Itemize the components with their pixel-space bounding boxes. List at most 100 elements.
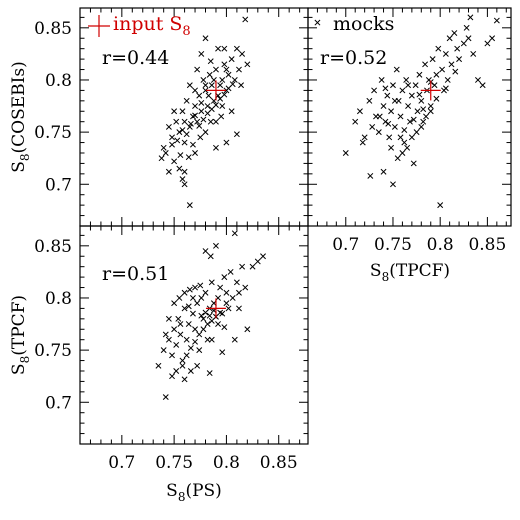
panel-ps-vs-tpcf: 0.7 0.75 0.8 0.85 0.7 0.75 0.8 0.85 r=0.51 S8(… [9, 225, 309, 504]
data-point [484, 40, 491, 47]
data-point [177, 152, 184, 159]
data-point [162, 331, 169, 338]
legend-mocks-label: mocks [333, 13, 394, 35]
x-tick-label: 0.75 [155, 453, 193, 473]
data-point [433, 71, 440, 78]
data-point [380, 168, 387, 175]
data-point [186, 202, 193, 209]
data-point [217, 309, 224, 316]
data-point [162, 394, 169, 401]
data-point [418, 123, 425, 130]
data-point [470, 50, 477, 57]
input-s8-marker [205, 298, 226, 319]
data-points [314, 14, 500, 209]
data-point [236, 289, 242, 296]
data-point [173, 118, 180, 125]
data-point [198, 312, 205, 319]
data-point [169, 352, 175, 359]
data-point [416, 71, 423, 78]
data-point [394, 155, 401, 162]
data-point [213, 102, 219, 108]
y-axis-label: S8(TPCF) [9, 295, 32, 375]
x-axis-label: S8(PS) [166, 481, 222, 504]
data-point [397, 113, 404, 120]
data-point [405, 103, 412, 110]
data-point [181, 118, 188, 125]
data-point [223, 139, 230, 146]
y-tick-label: 0.7 [45, 393, 72, 413]
data-point [202, 309, 209, 316]
data-point [213, 144, 219, 151]
data-point [221, 324, 228, 331]
y-tick-labels: 0.7 0.75 0.8 0.85 [34, 237, 72, 413]
data-point [233, 131, 240, 138]
data-point [442, 50, 449, 57]
data-point [181, 305, 188, 312]
data-point [183, 97, 190, 104]
data-point [410, 116, 417, 123]
data-point [202, 87, 209, 94]
data-point [474, 77, 481, 83]
data-point [249, 263, 256, 270]
data-point [185, 321, 192, 328]
data-point [158, 155, 165, 162]
data-point [390, 181, 396, 188]
data-point [174, 137, 181, 144]
data-point [206, 370, 213, 377]
data-point [207, 253, 214, 260]
data-point [454, 45, 461, 52]
data-point [202, 82, 209, 89]
data-point [427, 103, 434, 110]
data-point [352, 118, 359, 125]
data-point [196, 347, 203, 354]
data-point [155, 362, 162, 369]
data-point [452, 68, 459, 75]
data-point [467, 14, 474, 21]
data-point [185, 303, 192, 310]
data-point [359, 139, 366, 146]
data-point [391, 123, 398, 130]
data-point [225, 71, 232, 78]
data-point [173, 368, 180, 374]
data-point [219, 349, 226, 356]
data-point [401, 127, 408, 133]
data-point [206, 71, 213, 78]
data-point [179, 108, 186, 115]
data-point [221, 45, 228, 52]
data-point [390, 82, 396, 89]
data-point [231, 77, 238, 83]
data-point [239, 263, 246, 270]
data-point [217, 82, 224, 89]
x-tick-label: 0.85 [260, 453, 298, 473]
data-point [179, 127, 186, 133]
data-point [215, 45, 222, 52]
data-point [442, 85, 449, 92]
data-point [388, 144, 395, 151]
data-point [192, 150, 198, 156]
data-point [254, 258, 261, 265]
data-point [479, 82, 486, 89]
data-point [198, 295, 205, 301]
data-point [198, 108, 205, 115]
data-points [158, 16, 251, 209]
data-point [194, 66, 201, 73]
data-point [219, 103, 226, 110]
panel-tpcf-vs-cosebis: 0.7 0.75 0.8 0.85 r=0.52 mocks S8(TPCF) [307, 7, 512, 284]
data-point [437, 202, 444, 209]
data-point [171, 158, 178, 165]
data-point [202, 129, 209, 136]
data-point [194, 118, 201, 125]
data-point [420, 106, 427, 113]
y-tick-label: 0.8 [45, 289, 72, 309]
data-point [413, 129, 420, 136]
data-point [451, 30, 458, 36]
data-point [242, 284, 249, 291]
data-point [176, 295, 183, 301]
data-point [493, 17, 500, 24]
data-point [165, 123, 172, 130]
data-point [227, 268, 234, 275]
data-point [217, 284, 224, 291]
x-tick-labels: 0.7 0.75 0.8 0.85 [108, 453, 297, 473]
data-point [463, 24, 470, 31]
data-point [165, 336, 172, 343]
